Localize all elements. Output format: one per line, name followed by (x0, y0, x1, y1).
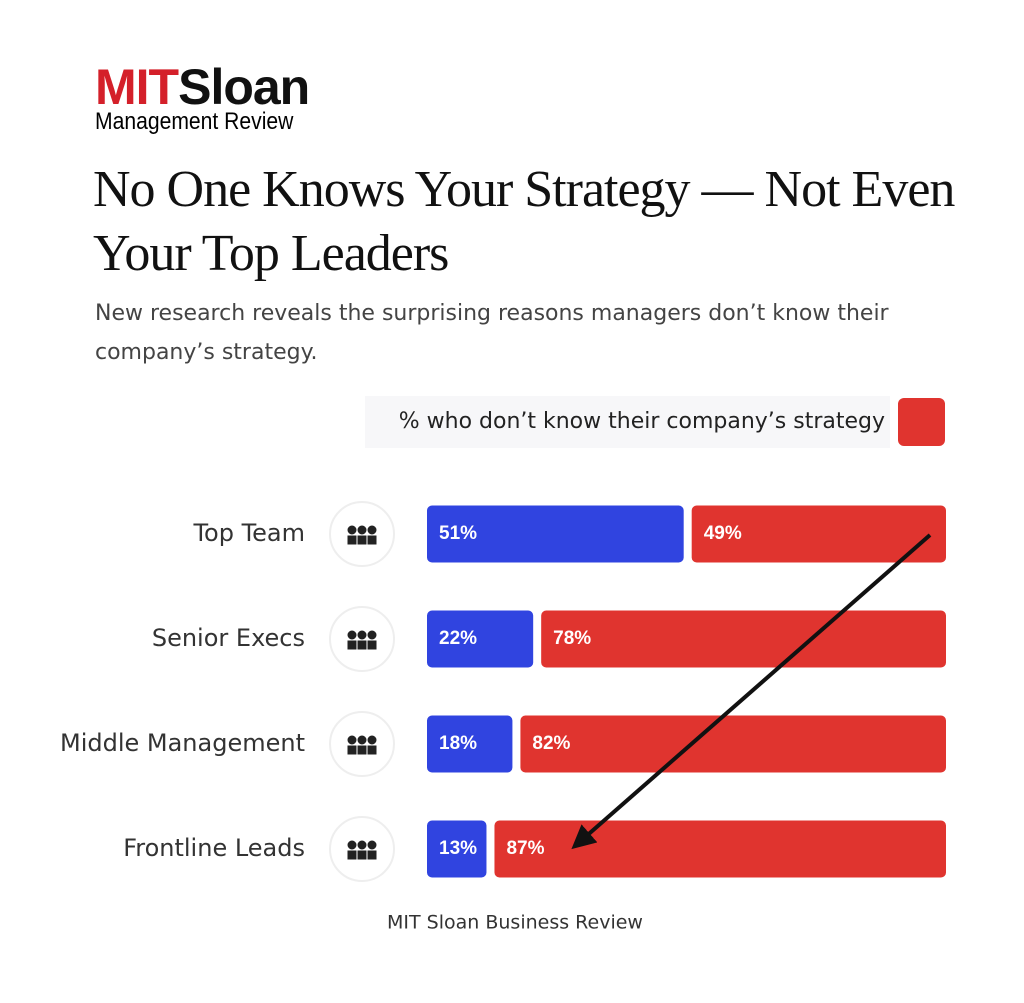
icon-head (357, 630, 367, 640)
icon-body (367, 850, 377, 860)
value-label: 18% (439, 733, 477, 754)
value-label: 82% (532, 733, 570, 754)
icon-body (357, 850, 367, 860)
icon-head (367, 630, 377, 640)
icon-glyph (347, 840, 377, 860)
arrow (571, 533, 932, 850)
icon-body (347, 535, 357, 545)
value-label: 13% (439, 838, 477, 859)
category-label: Senior Execs (152, 624, 305, 652)
icon-head (367, 525, 377, 535)
icon-head (367, 840, 377, 850)
icon-body (367, 535, 377, 545)
logo-black: Sloan (178, 59, 310, 115)
bar-segment (494, 820, 946, 878)
icon-body (357, 640, 367, 650)
category-label: Top Team (192, 519, 305, 547)
bar-segment (427, 820, 487, 878)
bar-segment (427, 610, 534, 668)
icon-glyph (347, 630, 377, 650)
logo-red: MIT (95, 59, 179, 115)
icon-body (347, 640, 357, 650)
icon-body (347, 745, 357, 755)
bar-segment (520, 715, 946, 773)
icon-head (367, 735, 377, 745)
icon-body (357, 745, 367, 755)
logo-subtitle: Management Review (95, 108, 294, 135)
legend-swatch (898, 398, 945, 446)
icon-head (347, 735, 357, 745)
icon-head (347, 630, 357, 640)
value-label: 49% (704, 523, 742, 544)
value-label: 87% (506, 838, 544, 859)
bar-segment (691, 505, 946, 563)
icon-body (347, 850, 357, 860)
title: No One Knows Your Strategy — Not Even Yo… (93, 161, 955, 282)
icon-glyph (347, 735, 377, 755)
legend-label: % who don’t know their company’s strateg… (399, 409, 885, 434)
icon-head (357, 525, 367, 535)
icon-body (367, 745, 377, 755)
icon-head (357, 735, 367, 745)
source-note: MIT Sloan Business Review (387, 912, 643, 934)
category-label: Middle Management (60, 729, 305, 757)
icon-body (357, 535, 367, 545)
value-label: 51% (439, 523, 477, 544)
logo: MITSloan (95, 59, 310, 115)
value-label: 78% (553, 628, 591, 649)
legend-panel (365, 396, 890, 448)
icon-glyph (347, 525, 377, 545)
category-label: Frontline Leads (123, 834, 305, 862)
bar-segment (427, 715, 513, 773)
bar-segment (541, 610, 946, 668)
bar-segment (427, 505, 684, 563)
icon-body (367, 640, 377, 650)
chart-area: % who don’t know their company’s strateg… (60, 396, 946, 934)
icon-head (347, 840, 357, 850)
subtitle: New research reveals the surprising reas… (95, 301, 889, 365)
value-label: 22% (439, 628, 477, 649)
icon-head (357, 840, 367, 850)
icon-head (347, 525, 357, 535)
